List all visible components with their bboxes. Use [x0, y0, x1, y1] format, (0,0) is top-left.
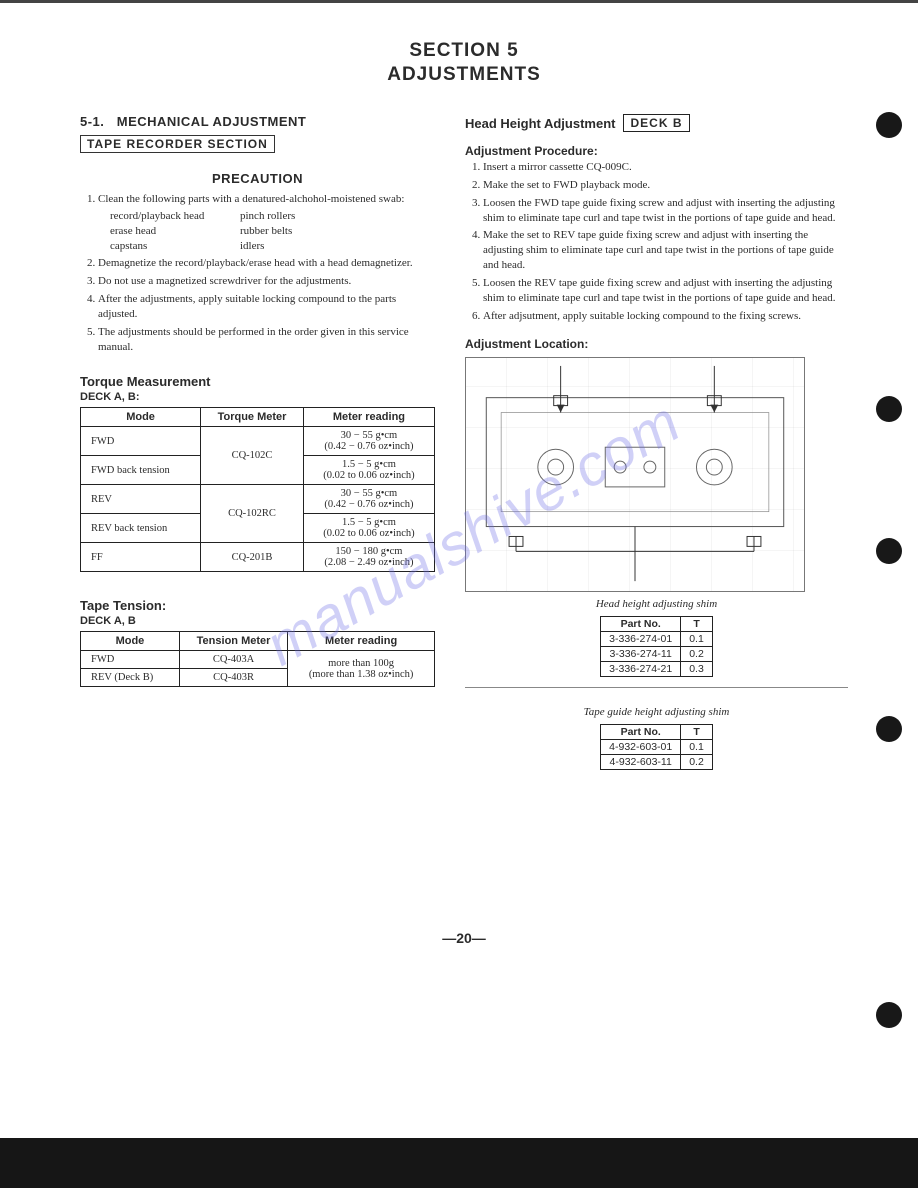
- part-a3: capstans: [110, 239, 240, 254]
- tension-deck: DECK A, B: [80, 615, 435, 627]
- table-cell: CQ-201B: [201, 543, 304, 572]
- table-cell: FWD: [81, 651, 180, 669]
- table-cell: 30 − 55 g•cm (0.42 − 0.76 oz•inch): [303, 427, 434, 456]
- precaution-item-4: After the adjustments, apply suitable lo…: [98, 292, 435, 322]
- table-cell: 0.1: [681, 632, 713, 647]
- right-column: Head Height Adjustment DECK B Adjustment…: [465, 114, 848, 770]
- punch-hole: [876, 112, 902, 138]
- section-title: ADJUSTMENTS: [80, 64, 848, 86]
- table-cell: 0.2: [681, 647, 713, 662]
- page-header: SECTION 5 ADJUSTMENTS: [80, 40, 848, 86]
- table-cell: 3-336-274-21: [601, 662, 681, 677]
- table-cell: CQ-102RC: [201, 485, 304, 543]
- table-cell: 1.5 − 5 g•cm (0.02 to 0.06 oz•inch): [303, 514, 434, 543]
- precaution-item-3: Do not use a magnetized screwdriver for …: [98, 274, 435, 289]
- table-cell: FWD: [81, 427, 201, 456]
- caption-tape-guide-shim: Tape guide height adjusting shim: [465, 706, 848, 718]
- tension-h-meter: Tension Meter: [179, 632, 287, 651]
- table-cell: CQ-102C: [201, 427, 304, 485]
- table-cell: more than 100g (more than 1.38 oz•inch): [288, 651, 435, 687]
- tension-h-mode: Mode: [81, 632, 180, 651]
- precaution-list: Clean the following parts with a denatur…: [80, 192, 435, 354]
- punch-hole: [876, 1002, 902, 1028]
- precaution-item-5: The adjustments should be performed in t…: [98, 325, 435, 355]
- tape-guide-shim-table: Part No.T 4-932-603-010.1 4-932-603-110.…: [600, 724, 713, 770]
- torque-table: Mode Torque Meter Meter reading FWD CQ-1…: [80, 407, 435, 572]
- tension-table: Mode Tension Meter Meter reading FWD CQ-…: [80, 631, 435, 687]
- table-cell: 0.3: [681, 662, 713, 677]
- torque-title: Torque Measurement: [80, 374, 435, 389]
- torque-h-reading: Meter reading: [303, 408, 434, 427]
- table-cell: REV back tension: [81, 514, 201, 543]
- table-cell: 3-336-274-01: [601, 632, 681, 647]
- part-b2: rubber belts: [240, 224, 292, 239]
- table-cell: 0.2: [681, 755, 713, 770]
- precaution-heading: PRECAUTION: [80, 171, 435, 186]
- table-cell: 150 − 180 g•cm (2.08 − 2.49 oz•inch): [303, 543, 434, 572]
- table-cell: 3-336-274-11: [601, 647, 681, 662]
- subsection-name: MECHANICAL ADJUSTMENT: [117, 114, 307, 129]
- part-a2: erase head: [110, 224, 240, 239]
- table-cell: 1.5 − 5 g•cm (0.02 to 0.06 oz•inch): [303, 456, 434, 485]
- punch-hole: [876, 538, 902, 564]
- table-header: T: [681, 617, 713, 632]
- separator-line: [465, 687, 848, 688]
- bottom-black-bar: [0, 1138, 918, 1188]
- page-container: SECTION 5 ADJUSTMENTS 5-1. MECHANICAL AD…: [0, 0, 918, 1188]
- procedure-title: Adjustment Procedure:: [465, 144, 848, 158]
- left-column: 5-1. MECHANICAL ADJUSTMENT TAPE RECORDER…: [80, 114, 435, 770]
- table-cell: 4-932-603-11: [601, 755, 681, 770]
- table-cell: REV: [81, 485, 201, 514]
- subsection-title: 5-1. MECHANICAL ADJUSTMENT: [80, 114, 435, 129]
- precaution-1-text: Clean the following parts with a denatur…: [98, 193, 404, 205]
- torque-deck: DECK A, B:: [80, 391, 435, 403]
- table-cell: REV (Deck B): [81, 669, 180, 687]
- table-cell: CQ-403R: [179, 669, 287, 687]
- table-cell: FWD back tension: [81, 456, 201, 485]
- subsection-number: 5-1.: [80, 114, 104, 129]
- mechanism-diagram: [465, 357, 805, 592]
- table-header: Part No.: [601, 617, 681, 632]
- table-cell: CQ-403A: [179, 651, 287, 669]
- procedure-step: After adjsutment, apply suitable locking…: [483, 309, 848, 324]
- table-cell: 30 − 55 g•cm (0.42 − 0.76 oz•inch): [303, 485, 434, 514]
- torque-h-mode: Mode: [81, 408, 201, 427]
- precaution-item-2: Demagnetize the record/playback/erase he…: [98, 256, 435, 271]
- section-number-title: SECTION 5: [80, 40, 848, 62]
- procedure-list: Insert a mirror cassette CQ-009C. Make t…: [465, 160, 848, 323]
- torque-h-meter: Torque Meter: [201, 408, 304, 427]
- table-header: T: [681, 725, 713, 740]
- procedure-step: Loosen the FWD tape guide fixing screw a…: [483, 196, 848, 226]
- procedure-step: Insert a mirror cassette CQ-009C.: [483, 160, 848, 175]
- procedure-step: Loosen the REV tape guide fixing screw a…: [483, 276, 848, 306]
- part-b3: idlers: [240, 239, 264, 254]
- adjustment-location-title: Adjustment Location:: [465, 337, 848, 351]
- punch-hole: [876, 716, 902, 742]
- head-shim-table: Part No.T 3-336-274-010.1 3-336-274-110.…: [600, 616, 713, 677]
- punch-hole: [876, 396, 902, 422]
- head-height-title: Head Height Adjustment: [465, 116, 615, 131]
- procedure-step: Make the set to FWD playback mode.: [483, 178, 848, 193]
- tension-h-reading: Meter reading: [288, 632, 435, 651]
- precaution-item-1: Clean the following parts with a denatur…: [98, 192, 435, 253]
- parts-list: record/playback headpinch rollers erase …: [110, 209, 435, 254]
- tension-title: Tape Tension:: [80, 598, 435, 613]
- tape-recorder-section-box: TAPE RECORDER SECTION: [80, 135, 275, 153]
- procedure-step: Make the set to REV tape guide fixing sc…: [483, 228, 848, 273]
- deck-b-box: DECK B: [623, 114, 689, 132]
- part-a1: record/playback head: [110, 209, 240, 224]
- table-header: Part No.: [601, 725, 681, 740]
- table-cell: 0.1: [681, 740, 713, 755]
- part-b1: pinch rollers: [240, 209, 295, 224]
- table-cell: 4-932-603-01: [601, 740, 681, 755]
- table-cell: FF: [81, 543, 201, 572]
- page-number: —20—: [80, 930, 848, 946]
- caption-head-shim: Head height adjusting shim: [465, 598, 848, 610]
